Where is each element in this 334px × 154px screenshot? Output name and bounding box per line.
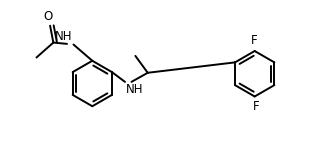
Text: F: F [252, 34, 258, 47]
Text: F: F [253, 100, 260, 113]
Text: NH: NH [55, 30, 73, 43]
Text: NH: NH [126, 83, 143, 97]
Text: O: O [44, 10, 53, 23]
